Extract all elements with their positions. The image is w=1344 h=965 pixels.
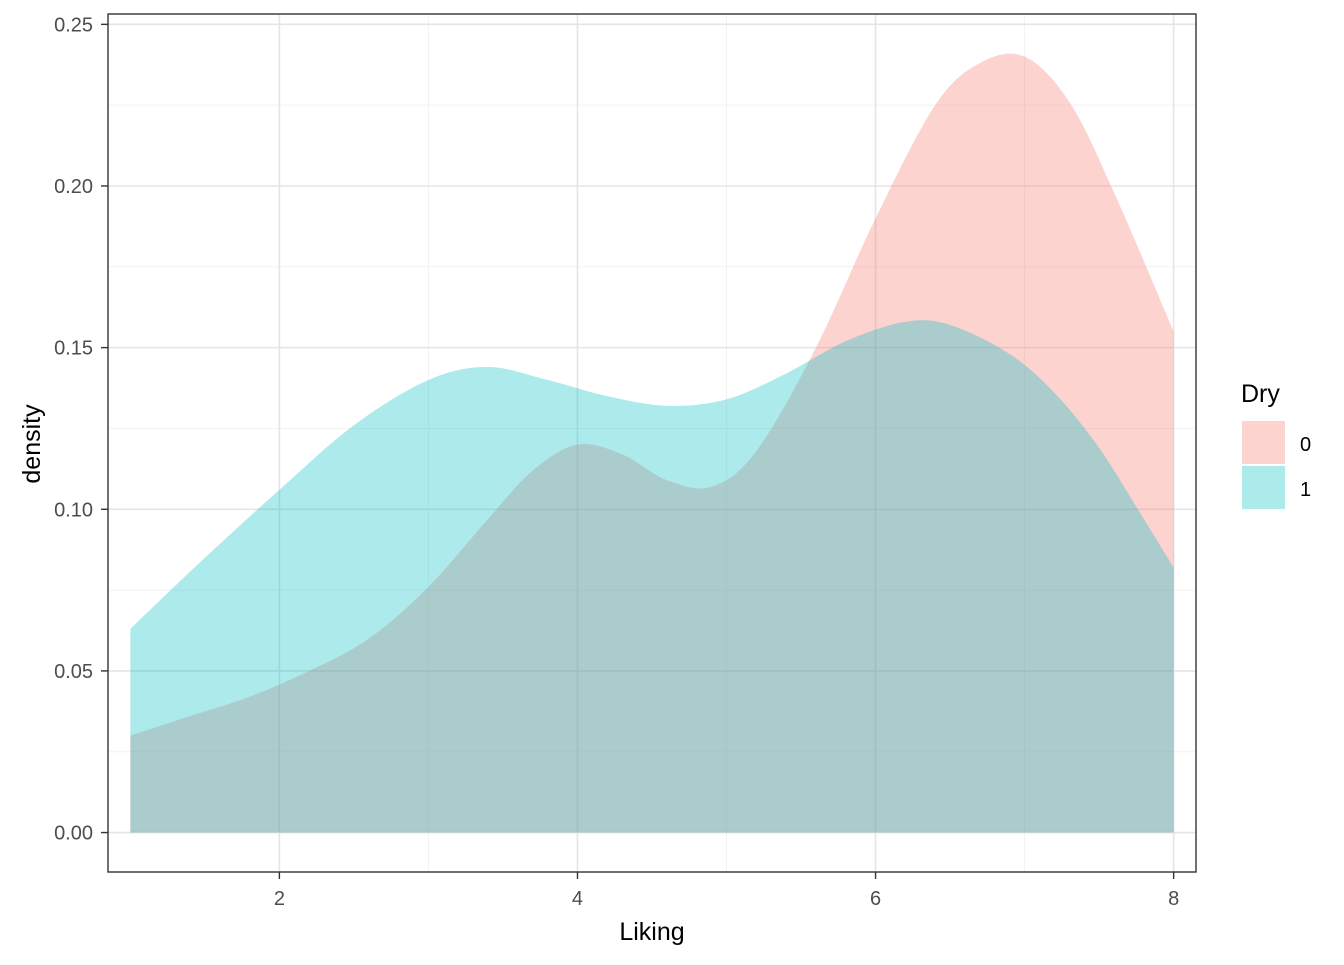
x-axis-label: Liking <box>619 918 684 946</box>
legend-label-dry-0: 0 <box>1300 434 1311 456</box>
x-tick-label-4: 4 <box>572 888 583 910</box>
x-tick-label-6: 6 <box>870 888 881 910</box>
density-area-dry-0 <box>130 53 1174 833</box>
x-tick-label-8: 8 <box>1168 888 1179 910</box>
y-axis-label: density <box>18 404 46 484</box>
y-tick-label-0.15: 0.15 <box>54 338 93 360</box>
y-tick-label-0.20: 0.20 <box>54 176 93 198</box>
legend-key-dry-1 <box>1242 466 1285 509</box>
grid-layer <box>108 14 1196 872</box>
panel-border <box>107 13 1197 873</box>
legend-label-dry-1: 1 <box>1300 479 1311 501</box>
series-layer <box>130 53 1174 833</box>
density-area-dry-1 <box>130 320 1174 833</box>
y-tick-label-0.05: 0.05 <box>54 661 93 683</box>
y-tick-label-0.10: 0.10 <box>54 499 93 521</box>
y-tick-label-0.25: 0.25 <box>54 14 93 36</box>
axis-layer: 2 4 6 8 0.00 0.05 0.10 0.15 0.20 0.25 <box>54 14 1179 910</box>
y-tick-label-0.00: 0.00 <box>54 823 93 845</box>
x-tick-label-2: 2 <box>274 888 285 910</box>
legend-key-dry-0 <box>1242 421 1285 464</box>
legend-items: 01 <box>1242 421 1311 509</box>
legend-title: Dry <box>1241 380 1280 408</box>
legend: Dry 01 <box>1241 380 1311 509</box>
